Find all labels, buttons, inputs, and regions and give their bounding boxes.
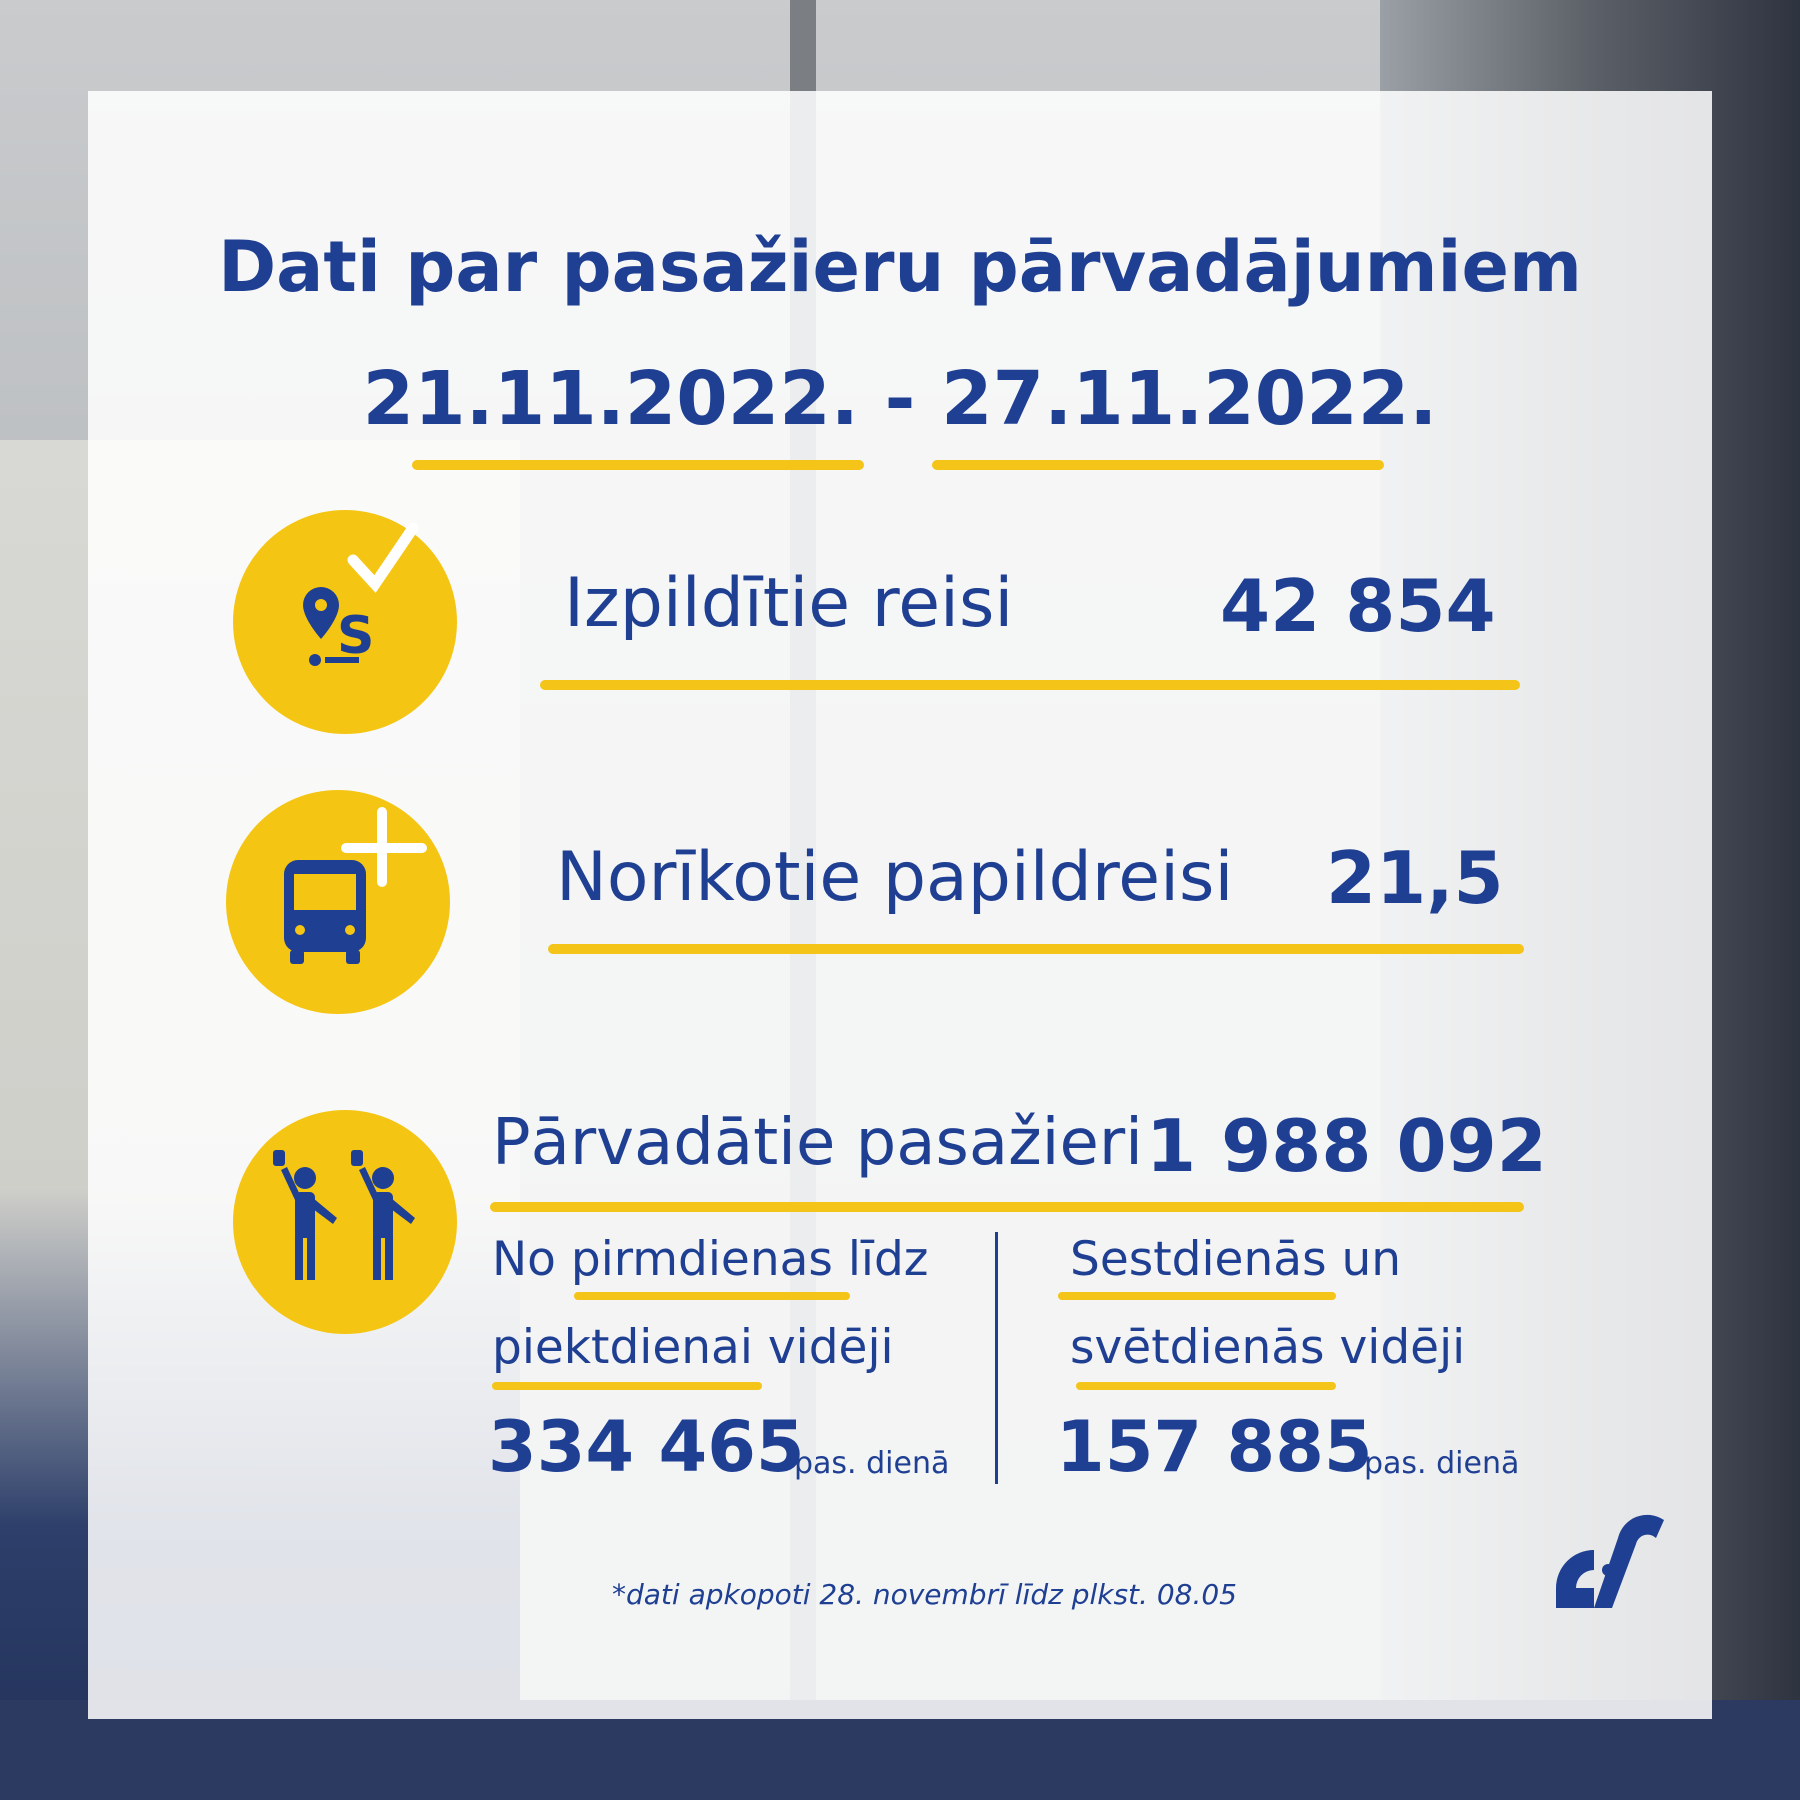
svg-text:S: S [337,606,374,666]
weekday-unit: pas. dienā [794,1446,950,1481]
passengers-value: 1 988 092 [1146,1104,1547,1188]
rigas-satiksme-logo [1556,1514,1664,1608]
period-underline-right [932,460,1384,470]
weekend-line2: svētdienās vidēji [1070,1320,1466,1375]
period-dates: 21.11.2022. - 27.11.2022. [362,356,1438,442]
weekday-underline-1 [574,1292,850,1300]
weekday-line2: piektdienai vidēji [492,1320,894,1375]
period-underline-left [412,460,864,470]
column-divider [995,1232,998,1484]
bus-plus-icon [226,790,450,1014]
route-check-icon: S [233,510,457,734]
weekday-line1: No pirmdienas līdz [492,1232,929,1287]
page-title: Dati par pasažieru pārvadājumiem [218,226,1582,308]
passengers-underline [490,1202,1524,1212]
weekend-underline-2 [1076,1382,1336,1390]
footnote: *dati apkopoti 28. novembrī līdz plkst. … [612,1578,1237,1611]
extra-trips-label: Norīkotie papildreisi [556,838,1234,917]
extra-trips-value: 21,5 [1326,836,1504,920]
trips-value: 42 854 [1220,564,1496,648]
weekend-underline-1 [1058,1292,1336,1300]
weekday-underline-2 [492,1382,762,1390]
weekend-line1: Sestdienās un [1070,1232,1402,1287]
trips-underline [540,680,1520,690]
trips-label: Izpildītie reisi [564,564,1014,643]
extra-trips-underline [548,944,1524,954]
weekday-value: 334 465 [488,1406,805,1488]
passengers-icon [233,1110,457,1334]
weekend-unit: pas. dienā [1364,1446,1520,1481]
passengers-label: Pārvadātie pasažieri [492,1106,1143,1180]
weekend-value: 157 885 [1056,1406,1373,1488]
